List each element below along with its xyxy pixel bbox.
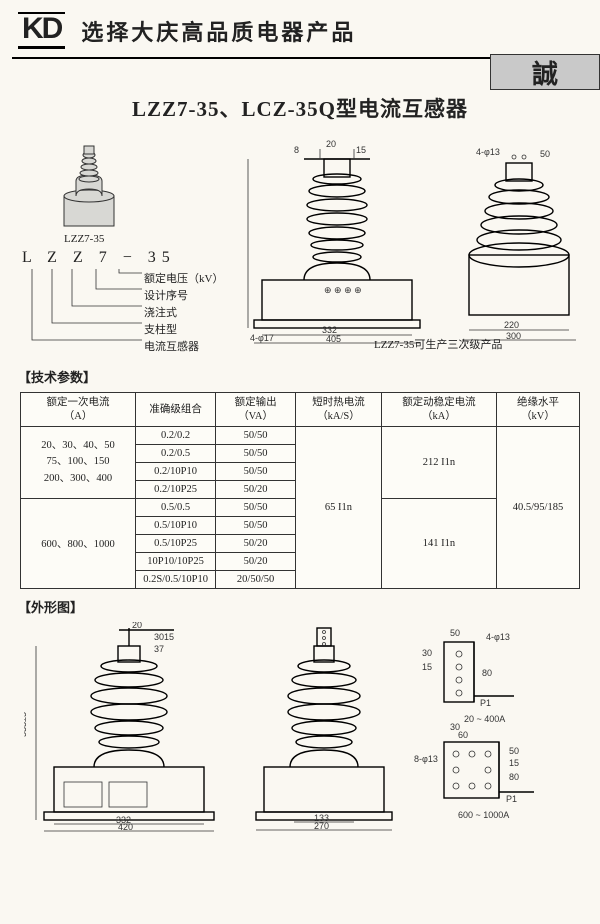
outline-panel: 20 3015 37 533±5 332 420 133 270: [14, 622, 586, 842]
svg-text:20 ~ 400A: 20 ~ 400A: [464, 714, 505, 724]
page-title: LZZ7-35、LCZ-35Q型电流互感器: [0, 93, 600, 123]
svg-text:20: 20: [326, 139, 336, 149]
cheng-badge: 誠: [490, 54, 600, 90]
svg-text:80: 80: [509, 772, 519, 782]
def-ct: 电流互感器: [144, 339, 223, 356]
model-code-breakdown: L Z Z 7 − 35: [22, 249, 176, 267]
model-caption: LZZ7-35: [64, 233, 104, 245]
svg-text:15: 15: [422, 662, 432, 672]
th-insulation: 绝缘水平（kV）: [496, 393, 579, 427]
def-post: 支柱型: [144, 322, 223, 339]
svg-text:600 ~ 1000A: 600 ~ 1000A: [458, 810, 509, 820]
header-title: 选择大庆高品质电器产品: [81, 15, 356, 47]
svg-text:50: 50: [540, 149, 550, 159]
svg-text:420: 420: [118, 822, 133, 832]
cell-acc-1: 0.2/0.2: [136, 427, 216, 445]
svg-text:P1: P1: [480, 698, 491, 708]
product-photo: [54, 141, 124, 231]
th-output: 额定输出（VA）: [216, 393, 296, 427]
cell-thermal: 65 I1n: [296, 427, 382, 589]
engineering-drawing: 8 20 15 545 4-φ17 332 405 ⊕ ⊕ ⊕ ⊕ 4-φ13: [244, 135, 584, 345]
svg-text:8: 8: [294, 145, 299, 155]
svg-text:80: 80: [482, 668, 492, 678]
cell-ratings-b: 600、800、1000: [21, 499, 136, 589]
svg-text:15: 15: [356, 145, 366, 155]
svg-text:P1: P1: [506, 794, 517, 804]
svg-text:30: 30: [422, 648, 432, 658]
svg-text:37: 37: [154, 644, 164, 654]
section-outline: 【外形图】: [18, 597, 600, 616]
brand-logo: KD: [18, 12, 65, 49]
th-dynamic: 额定动稳定电流（kA）: [381, 393, 496, 427]
svg-text:⊕ ⊕ ⊕ ⊕: ⊕ ⊕ ⊕ ⊕: [324, 285, 362, 295]
upper-panel: LZZ7-35 L Z Z 7 − 35 额定电压（kV） 设计序号 浇注式 支…: [14, 141, 586, 361]
def-design-seq: 设计序号: [144, 288, 223, 305]
svg-text:30: 30: [450, 722, 460, 732]
cell-insul: 40.5/95/185: [496, 427, 579, 589]
cell-ratings-a: 20、30、40、50 75、100、150 200、300、400: [21, 427, 136, 499]
drawing-caption: LZZ7-35可生产三次级产品: [374, 336, 502, 352]
svg-text:270: 270: [314, 821, 329, 831]
outline-drawing-left: 20 3015 37 533±5 332 420: [24, 622, 234, 832]
cell-out-1: 50/50: [216, 427, 296, 445]
spec-table: 额定一次电流（A） 准确级组合 额定输出（VA） 短时热电流（kA/S） 额定动…: [20, 392, 580, 589]
svg-text:4-φ13: 4-φ13: [476, 147, 500, 157]
model-definitions: 额定电压（kV） 设计序号 浇注式 支柱型 电流互感器: [144, 271, 223, 356]
def-cast: 浇注式: [144, 305, 223, 322]
section-tech-params: 【技术参数】: [18, 367, 600, 386]
svg-text:4-φ13: 4-φ13: [486, 632, 510, 642]
svg-text:20: 20: [132, 622, 142, 630]
cell-dyn-1: 212 I1n: [381, 427, 496, 499]
cell-dyn-2: 141 I1n: [381, 499, 496, 589]
page-header: KD 选择大庆高品质电器产品: [0, 0, 600, 57]
th-thermal: 短时热电流（kA/S）: [296, 393, 382, 427]
svg-text:3015: 3015: [154, 632, 174, 642]
outline-drawing-mid: 133 270: [244, 622, 404, 832]
th-rated-current: 额定一次电流（A）: [21, 393, 136, 427]
th-accuracy: 准确级组合: [136, 393, 216, 427]
def-voltage: 额定电压（kV）: [144, 271, 223, 288]
svg-text:8-φ13: 8-φ13: [414, 754, 438, 764]
svg-text:15: 15: [509, 758, 519, 768]
svg-text:50: 50: [450, 628, 460, 638]
outline-terminal-plates: 50 4-φ13 30 15 80 P1 20 ~ 400A 60 30 8-φ…: [414, 622, 584, 832]
svg-text:533±5: 533±5: [24, 712, 28, 737]
svg-text:50: 50: [509, 746, 519, 756]
svg-text:4-φ17: 4-φ17: [250, 333, 274, 343]
svg-text:220: 220: [504, 320, 519, 330]
svg-text:300: 300: [506, 331, 521, 341]
svg-text:405: 405: [326, 334, 341, 344]
